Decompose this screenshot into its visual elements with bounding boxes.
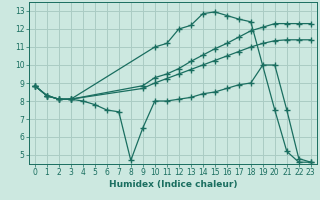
X-axis label: Humidex (Indice chaleur): Humidex (Indice chaleur) [108, 180, 237, 189]
